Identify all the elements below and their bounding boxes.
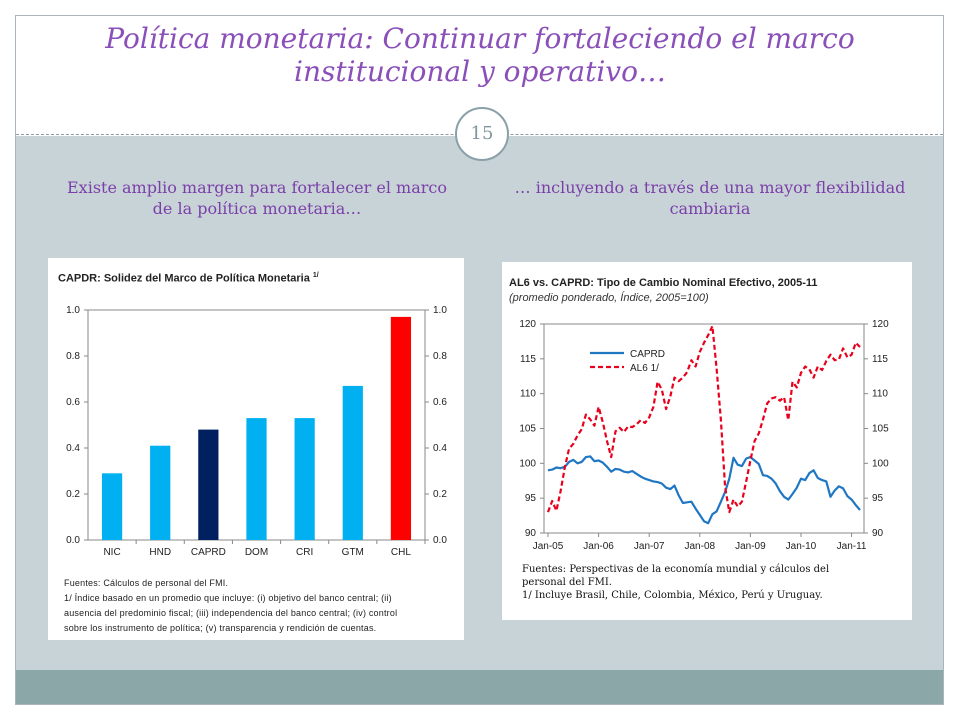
right-chart-title: AL6 vs. CAPRD: Tipo de Cambio Nominal Ef… <box>509 277 818 289</box>
bar-cri <box>294 418 315 540</box>
left-note-source: Fuentes: Cálculos de personal del FMI. <box>64 578 229 588</box>
slide-title: Política monetaria: Continuar fortalecie… <box>105 22 855 88</box>
x-tick-label: Jan-06 <box>583 541 614 552</box>
series-line-caprd <box>547 455 861 525</box>
x-tick-label: DOM <box>245 547 268 558</box>
right-chart-panel: AL6 vs. CAPRD: Tipo de Cambio Nominal Ef… <box>502 262 912 620</box>
y-tick-label-right: 0.2 <box>433 489 447 500</box>
bar-dom <box>246 418 267 540</box>
y-tick-label: 1.0 <box>66 305 80 316</box>
left-note-line: 1/ Índice basado en un promedio que incl… <box>64 593 392 603</box>
legend-label: AL6 1/ <box>630 363 659 374</box>
right-chart-notes: Fuentes: Perspectivas de la economía mun… <box>522 563 907 602</box>
y-tick-label-right: 0.6 <box>433 397 447 408</box>
left-chart-notes: Fuentes: Cálculos de personal del FMI. 1… <box>64 576 459 636</box>
left-chart-title: CAPDR: Solidez del Marco de Política Mon… <box>58 272 319 285</box>
x-tick-label: CAPRD <box>191 547 226 558</box>
x-tick-label: NIC <box>103 547 120 558</box>
y-tick-label-right: 0.4 <box>433 443 447 454</box>
y-tick-label-right: 0.8 <box>433 351 447 362</box>
legend-label: CAPRD <box>630 349 665 360</box>
x-tick-label: Jan-07 <box>634 541 665 552</box>
y-tick-label: 115 <box>520 354 536 365</box>
footer-bar <box>16 670 943 704</box>
page-number-badge: 15 <box>455 107 509 161</box>
y-tick-label: 90 <box>525 528 537 539</box>
y-tick-label-right: 105 <box>872 424 889 435</box>
y-tick-label: 0.8 <box>66 351 80 362</box>
bar-chl <box>390 316 412 540</box>
right-note-line: personal del FMI. <box>522 577 613 588</box>
y-tick-label: 0.4 <box>66 443 80 454</box>
left-note-line: ausencia del predominio fiscal; (iii) in… <box>64 608 398 618</box>
series-line-al6 <box>546 325 861 514</box>
left-subtitle: Existe amplio margen para fortalecer el … <box>67 178 447 218</box>
x-tick-label: CHL <box>391 547 411 558</box>
y-tick-label: 100 <box>519 458 536 469</box>
plot-area <box>543 323 865 534</box>
y-tick-label-right: 95 <box>872 493 884 504</box>
x-tick-label: Jan-09 <box>735 541 766 552</box>
x-tick-label: Jan-11 <box>837 541 867 552</box>
y-tick-label: 0.6 <box>66 397 80 408</box>
right-note-line: 1/ Incluye Brasil, Chile, Colombia, Méxi… <box>522 590 823 601</box>
bar-caprd <box>198 429 219 540</box>
left-note-line: sobre los instrumento de política; (v) t… <box>64 623 377 633</box>
x-tick-label: Jan-10 <box>786 541 817 552</box>
x-tick-label: Jan-08 <box>684 541 715 552</box>
y-tick-label: 0.0 <box>66 535 80 546</box>
y-tick-label-right: 120 <box>872 319 889 330</box>
line-chart: 90 90 95 95 100 100 105 105 110 110 115 115 120 120 Ja… <box>519 319 889 552</box>
right-chart-subtitle: (promedio ponderado, Índice, 2005=100) <box>509 292 709 304</box>
x-tick-label: GTM <box>342 547 364 558</box>
bar-nic <box>101 473 123 540</box>
y-tick-label-right: 100 <box>872 458 889 469</box>
y-tick-label-right: 1.0 <box>433 305 447 316</box>
y-tick-label-right: 90 <box>872 528 884 539</box>
right-note-source: Fuentes: Perspectivas de la economía mun… <box>522 564 830 575</box>
x-tick-label: CRI <box>296 547 313 558</box>
x-tick-label: HND <box>149 547 171 558</box>
left-chart-panel: CAPDR: Solidez del Marco de Política Mon… <box>48 258 464 640</box>
bar-hnd <box>150 445 171 540</box>
bar-gtm <box>342 385 363 540</box>
y-tick-label: 105 <box>519 424 536 435</box>
x-tick-label: Jan-05 <box>533 541 564 552</box>
y-tick-label-right: 115 <box>872 354 888 365</box>
y-tick-label: 110 <box>520 389 536 400</box>
right-subtitle: … incluyendo a través de una mayor flexi… <box>514 178 906 218</box>
y-tick-label: 0.2 <box>66 489 80 500</box>
bar-chart: 0.0 0.0 0.2 0.2 0.4 0.4 0.6 0.6 0.8 0.8 1.0 1.0 NIC H… <box>66 305 447 558</box>
y-tick-label: 95 <box>525 493 537 504</box>
y-tick-label: 120 <box>519 319 536 330</box>
y-tick-label-right: 110 <box>872 389 888 400</box>
y-tick-label-right: 0.0 <box>433 535 447 546</box>
